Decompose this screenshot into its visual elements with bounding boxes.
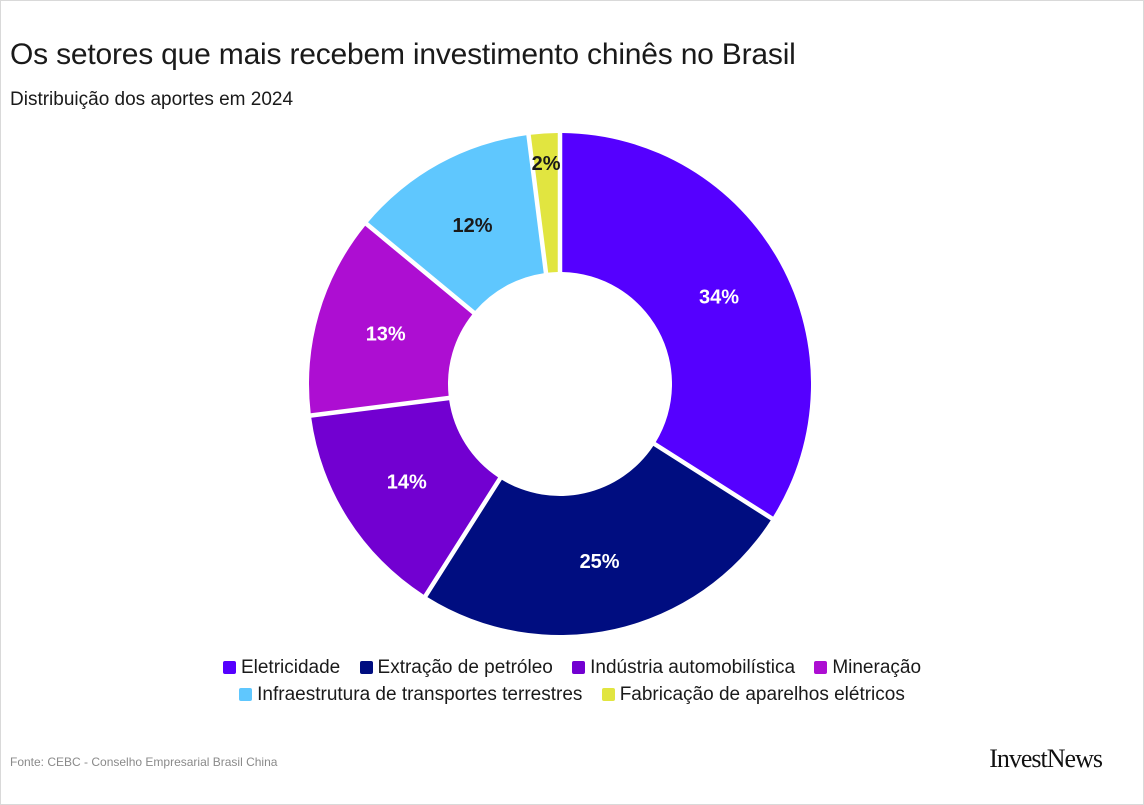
legend-item-extracao-petroleo[interactable]: Extração de petróleo	[359, 654, 553, 681]
legend-label-eletricidade: Eletricidade	[240, 657, 341, 678]
legend-swatch-mineracao	[814, 661, 828, 674]
slice-infraestrutura-de-transportes-terrestres[interactable]	[368, 135, 544, 311]
legend-swatch-eletricidade	[222, 661, 236, 674]
legend-label-mineracao: Mineração	[832, 657, 922, 678]
slice-extracao-de-petroleo[interactable]	[427, 445, 771, 636]
legend-swatch-industria-automobilistica	[572, 661, 586, 674]
legend-row-1: Eletricidade Extração de petróleo Indúst…	[0, 654, 1144, 681]
data-label-mineracao: 13%	[366, 323, 406, 345]
legend-swatch-extracao-petroleo	[359, 661, 373, 674]
data-label-fabricacao-de-aparelhos-eletricos: 2%	[532, 153, 561, 175]
legend-label-industria-automobilistica: Indústria automobilística	[590, 657, 796, 678]
legend-item-industria-automobilistica[interactable]: Indústria automobilística	[572, 654, 795, 681]
slice-mineracao[interactable]	[309, 225, 473, 414]
brand-logo: InvestNews	[989, 744, 1103, 773]
chart-subtitle: Distribuição dos aportes em 2024	[10, 89, 294, 110]
legend-item-eletricidade[interactable]: Eletricidade	[222, 654, 341, 681]
legend-item-fabricacao-aparelhos[interactable]: Fabricação de aparelhos elétricos	[601, 681, 905, 708]
chart-title: Os setores que mais recebem investimento…	[10, 38, 796, 71]
slice-fabricacao-de-aparelhos-eletricos[interactable]	[530, 133, 558, 273]
legend-item-mineracao[interactable]: Mineração	[814, 654, 921, 681]
legend-label-extracao-petroleo: Extração de petróleo	[377, 657, 553, 678]
legend-label-fabricacao-aparelhos: Fabricação de aparelhos elétricos	[619, 684, 905, 705]
legend-swatch-fabricacao-aparelhos	[601, 688, 615, 701]
legend-row-2: Infraestrutura de transportes terrestres…	[0, 681, 1144, 708]
data-label-eletricidade: 34%	[699, 287, 739, 309]
data-label-industria-automobilistica: 14%	[387, 471, 427, 493]
legend-swatch-infraestrutura-transportes	[239, 688, 253, 701]
legend: Eletricidade Extração de petróleo Indúst…	[0, 654, 1144, 708]
legend-label-infraestrutura-transportes: Infraestrutura de transportes terrestres	[257, 684, 583, 705]
slice-eletricidade[interactable]	[562, 133, 812, 517]
legend-item-infraestrutura-transportes[interactable]: Infraestrutura de transportes terrestres	[239, 681, 582, 708]
data-label-extracao-de-petroleo: 25%	[580, 551, 620, 573]
data-label-infraestrutura-de-transportes-terrestres: 12%	[453, 215, 493, 237]
source-note: Fonte: CEBC - Conselho Empresarial Brasi…	[10, 755, 278, 769]
slice-industria-automobilistica[interactable]	[311, 400, 499, 595]
